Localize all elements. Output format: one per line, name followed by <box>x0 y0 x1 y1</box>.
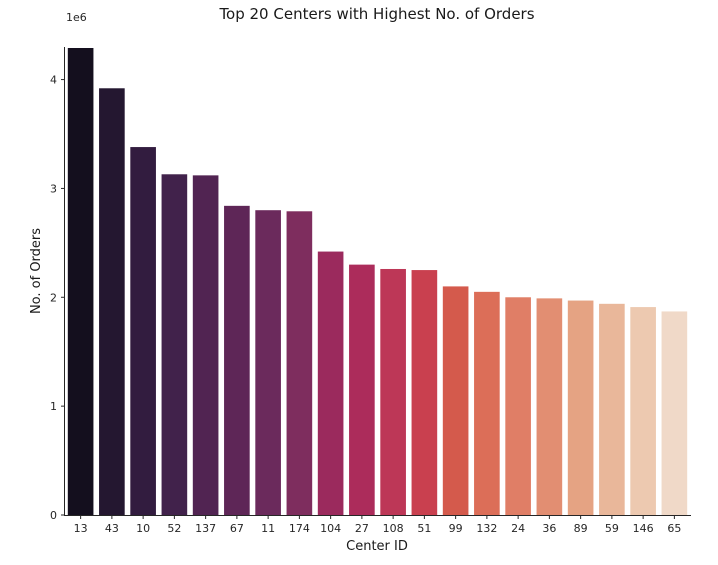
y-tick-label: 4 <box>50 74 57 87</box>
x-tick-label: 174 <box>289 522 310 535</box>
bar-36 <box>536 298 563 515</box>
x-tick-label: 65 <box>667 522 681 535</box>
bar-174 <box>286 211 313 516</box>
bar-43 <box>99 88 125 515</box>
bar-67 <box>224 205 250 515</box>
chart-title: Top 20 Centers with Highest No. of Order… <box>218 5 534 23</box>
x-ticks-group: 13 43 10 52 137 67 11 174 104 27 108 51 99 132 24 36 89 5… <box>74 515 681 535</box>
x-axis-label: Center ID <box>346 539 408 554</box>
x-tick-label: 13 <box>74 522 88 535</box>
bar-146 <box>630 307 656 515</box>
x-tick-label: 11 <box>261 522 275 535</box>
bar-99 <box>442 286 469 515</box>
x-tick-label: 99 <box>449 522 463 535</box>
bar-24 <box>505 297 531 515</box>
bar-89 <box>567 300 594 515</box>
x-tick-label: 36 <box>542 522 556 535</box>
x-tick-label: 146 <box>633 522 654 535</box>
x-tick-label: 59 <box>605 522 619 535</box>
y-tick-label: 1 <box>50 400 57 413</box>
y-tick-label: 0 <box>50 509 57 522</box>
bar-65 <box>661 311 688 515</box>
bar-59 <box>599 303 625 515</box>
x-tick-label: 108 <box>383 522 404 535</box>
bar-137 <box>192 175 219 516</box>
bar-52 <box>161 174 188 515</box>
x-tick-label: 51 <box>417 522 431 535</box>
x-tick-label: 132 <box>476 522 497 535</box>
x-tick-label: 24 <box>511 522 525 535</box>
x-tick-label: 27 <box>355 522 369 535</box>
y-offset-label: 1e6 <box>66 11 87 24</box>
x-tick-label: 10 <box>136 522 150 535</box>
y-tick-label: 2 <box>50 291 57 304</box>
bar-10 <box>130 147 156 515</box>
y-axis-label: No. of Orders <box>29 228 44 314</box>
x-tick-label: 104 <box>320 522 341 535</box>
bar-132 <box>474 291 500 515</box>
x-tick-label: 67 <box>230 522 244 535</box>
x-tick-label: 89 <box>574 522 588 535</box>
y-ticks-group: 0 1 2 3 4 <box>50 74 65 522</box>
bar-108 <box>380 268 406 515</box>
bar-104 <box>317 251 344 515</box>
y-tick-label: 3 <box>50 182 57 195</box>
x-tick-label: 43 <box>105 522 119 535</box>
x-tick-label: 52 <box>167 522 181 535</box>
bar-13 <box>67 48 94 515</box>
x-tick-label: 137 <box>195 522 216 535</box>
bar-27 <box>349 264 375 515</box>
bar-51 <box>411 270 438 515</box>
bars-group <box>67 48 688 516</box>
bar-11 <box>255 210 281 515</box>
